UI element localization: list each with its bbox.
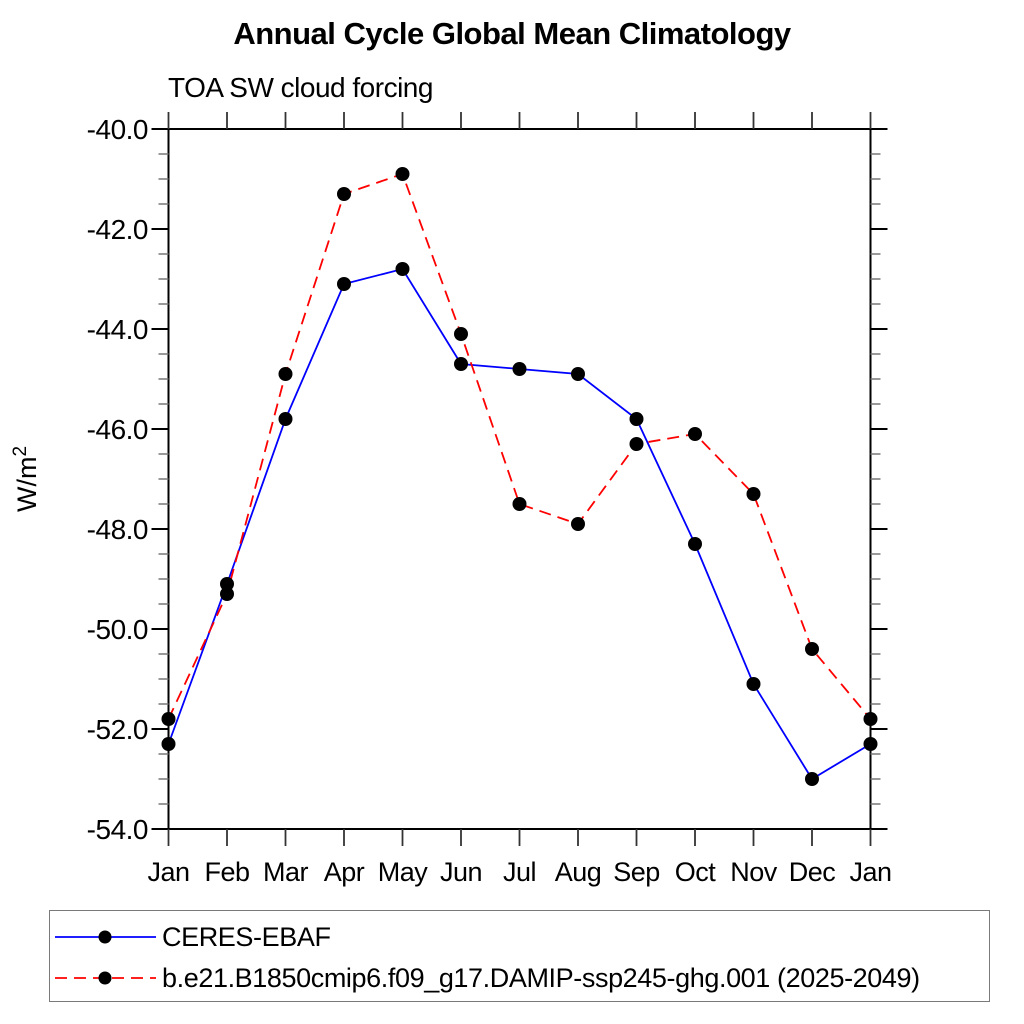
y-axis-ticks	[151, 128, 888, 830]
data-point	[863, 712, 878, 726]
x-axis-ticks	[167, 112, 872, 846]
month-label: Mar	[263, 857, 309, 887]
month-label: Feb	[204, 857, 249, 887]
legend-entry-ceres-ebaf: CERES-EBAF	[52, 922, 331, 952]
month-label: May	[378, 857, 429, 887]
data-point	[161, 712, 176, 726]
data-point-markers	[161, 167, 878, 786]
data-point	[395, 167, 410, 181]
month-label: Jan	[849, 857, 891, 887]
y-tick-labels: -40.0 -42.0 -44.0 -46.0 -48.0 -50.0 -52.0 -54.0	[87, 114, 149, 845]
legend: CERES-EBAF b.e21.B1850cmip6.f09_g17.DAMI…	[49, 910, 990, 1002]
month-label: Jul	[503, 857, 536, 887]
y-tick-label: -54.0	[87, 814, 148, 845]
y-axis-label: W/m2	[10, 446, 42, 512]
data-point	[454, 327, 468, 341]
month-label: Dec	[789, 857, 836, 887]
data-point	[571, 517, 585, 531]
month-label: Jan	[147, 857, 189, 887]
legend-label-observation: CERES-EBAF	[162, 921, 331, 952]
month-label: Jun	[440, 857, 482, 887]
data-point	[629, 412, 644, 426]
chart-title: Annual Cycle Global Mean Climatology	[233, 16, 791, 51]
month-label: Oct	[675, 857, 717, 887]
data-point	[278, 412, 293, 426]
legend-line-sample-solid-blue	[55, 930, 156, 944]
chart-subtitle: TOA SW cloud forcing	[168, 72, 433, 103]
plot-frame	[167, 128, 872, 830]
data-point	[805, 772, 819, 786]
data-point	[688, 537, 702, 551]
y-tick-label: -40.0	[87, 114, 148, 145]
data-point	[220, 577, 234, 591]
month-label: Apr	[324, 857, 365, 887]
data-point	[688, 427, 702, 441]
x-tick-labels: Jan Feb Mar Apr May Jun Jul Aug Sep Oct Nov Dec Jan	[147, 857, 892, 887]
data-point	[571, 367, 585, 381]
legend-line-sample-dashed-red	[55, 971, 156, 985]
legend-marker-dot	[98, 971, 112, 985]
data-point	[278, 367, 293, 381]
legend-label-model: b.e21.B1850cmip6.f09_g17.DAMIP-ssp245-gh…	[162, 962, 920, 993]
y-tick-label: -48.0	[87, 514, 148, 545]
y-axis-title: W/m2	[10, 446, 42, 512]
legend-entry-model: b.e21.B1850cmip6.f09_g17.DAMIP-ssp245-gh…	[52, 963, 920, 993]
data-point	[512, 362, 527, 376]
data-point	[395, 262, 410, 276]
data-point	[161, 737, 176, 751]
month-label: Nov	[730, 857, 778, 887]
data-point	[512, 497, 527, 511]
y-tick-label: -46.0	[87, 414, 148, 445]
y-tick-label: -50.0	[87, 614, 148, 645]
data-point	[805, 642, 819, 656]
data-point	[337, 187, 351, 201]
month-label: Aug	[555, 857, 602, 887]
data-point	[746, 677, 761, 691]
y-tick-label: -52.0	[87, 714, 148, 745]
data-point	[220, 587, 234, 601]
series-line-model	[167, 172, 872, 720]
data-point	[746, 487, 761, 501]
month-label: Sep	[613, 857, 660, 887]
legend-marker-dot	[98, 930, 112, 944]
data-point	[454, 357, 468, 371]
data-point	[629, 437, 644, 451]
data-point	[337, 277, 351, 291]
y-tick-label: -42.0	[87, 214, 148, 245]
y-tick-label: -44.0	[87, 314, 148, 345]
data-point	[863, 737, 878, 751]
